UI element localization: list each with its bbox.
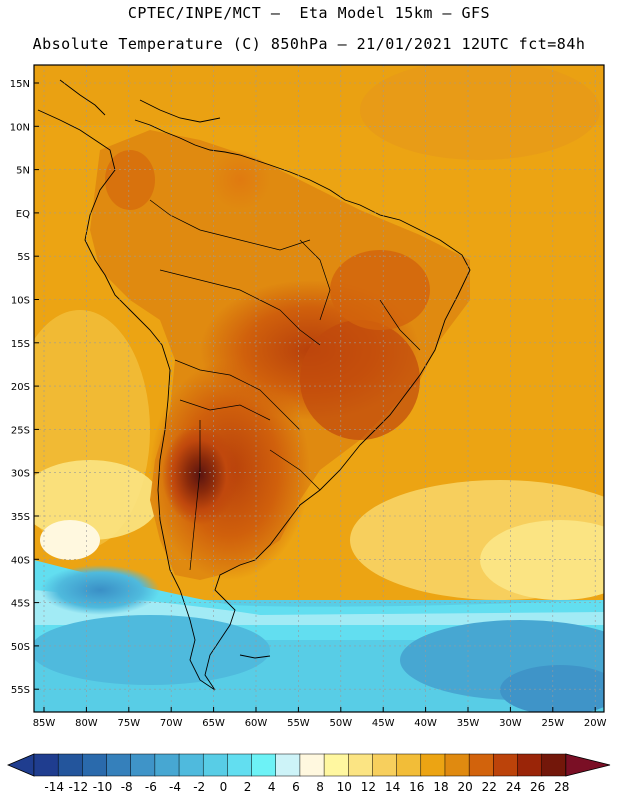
colorbar-label: 26 (530, 780, 545, 794)
lat-tick-label: 10N (10, 122, 30, 133)
colorbar-label: -10 (93, 780, 113, 794)
lat-tick-label: 30S (11, 469, 30, 480)
lat-tick-label: 15N (10, 79, 30, 90)
colorbar-label: 6 (292, 780, 300, 794)
colorbar-segment (57, 753, 83, 777)
colorbar-label: 24 (506, 780, 521, 794)
lat-tick-label: 35S (11, 512, 30, 523)
lat-tick-label: 55S (11, 685, 30, 696)
lat-tick-label: 20S (11, 382, 30, 393)
lat-tick-label: 10S (11, 296, 30, 307)
latitude-axis: 15N 10N 5N EQ 5S 10S 15S 20S 25S 30S 35S 40S 45S 50S 5… (10, 79, 39, 696)
lon-tick-label: 35W (457, 718, 480, 729)
color-legend: -14 -12 -10 -8 -6 -4 -2 0 2 4 6 8 10 12 14 16 18 20 22 24 26… (6, 753, 611, 794)
lon-tick-label: 60W (245, 718, 268, 729)
colorbar-left-arrow (6, 753, 35, 777)
lon-tick-label: 55W (287, 718, 310, 729)
colorbar-segment (299, 753, 325, 777)
colorbar-segment (202, 753, 228, 777)
colorbar-label: 16 (409, 780, 424, 794)
colorbar-label: -8 (121, 780, 133, 794)
lon-tick-label: 50W (329, 718, 352, 729)
lon-tick-label: 80W (75, 718, 98, 729)
colorbar-label: 12 (361, 780, 376, 794)
colorbar-segment (275, 753, 301, 777)
colorbar-label: -4 (169, 780, 181, 794)
lon-tick-label: 85W (33, 718, 56, 729)
lon-tick-label: 45W (372, 718, 395, 729)
lon-tick-label: 20W (584, 718, 607, 729)
lat-tick-label: 5S (17, 252, 30, 263)
colorbar-segment (33, 753, 59, 777)
colorbar-label: 8 (316, 780, 324, 794)
longitude-axis: 85W 80W 75W 70W 65W 60W 55W 50W 45W 40W 35W 30W 25W 2… (33, 707, 607, 729)
colorbar-segment (493, 753, 519, 777)
lon-tick-label: 65W (202, 718, 225, 729)
colorbar-segment (178, 753, 204, 777)
colorbar-label: -2 (193, 780, 205, 794)
colorbar-segment (154, 753, 180, 777)
colorbar-label: 10 (337, 780, 352, 794)
colorbar-label: 14 (385, 780, 400, 794)
lat-tick-label: 50S (11, 642, 30, 653)
colorbar-segment (82, 753, 108, 777)
coastlines (37, 79, 471, 691)
lat-tick-label: 45S (11, 599, 30, 610)
colorbar-segment (251, 753, 277, 777)
colorbar-label: -14 (44, 780, 64, 794)
lat-tick-label: 25S (11, 425, 30, 436)
colorbar-segment (420, 753, 446, 777)
colorbar-segment (444, 753, 470, 777)
colorbar-label: 4 (268, 780, 276, 794)
colorbar-segment (468, 753, 494, 777)
colorbar-label: 22 (482, 780, 497, 794)
colorbar-segment (106, 753, 132, 777)
colorbar-label: 28 (554, 780, 569, 794)
lat-lon-grid (34, 65, 604, 712)
map-frame (33, 64, 605, 713)
colorbar-label: 0 (220, 780, 228, 794)
title-line-2: Absolute Temperature (C) 850hPa – 21/01/… (32, 35, 586, 53)
lat-tick-label: 40S (11, 555, 30, 566)
colorbar-label: 20 (457, 780, 472, 794)
colorbar-label: -12 (69, 780, 89, 794)
lon-tick-label: 30W (499, 718, 522, 729)
colorbar-segment (396, 753, 422, 777)
colorbar-label: 18 (433, 780, 448, 794)
lon-tick-label: 40W (414, 718, 437, 729)
colorbar-segment (323, 753, 349, 777)
lat-tick-label: 15S (11, 339, 30, 350)
lon-tick-label: 75W (117, 718, 140, 729)
temperature-field (34, 65, 604, 712)
colorbar-segment (348, 753, 373, 777)
colorbar-right-arrow (565, 753, 611, 777)
lat-tick-label: 5N (16, 166, 30, 177)
colorbar-label: -6 (145, 780, 157, 794)
colorbar-segment (517, 753, 543, 777)
lat-tick-label: EQ (16, 209, 30, 220)
colorbar-segment (372, 753, 398, 777)
colorbar-label: 2 (244, 780, 252, 794)
colorbar-segment (227, 753, 253, 777)
lon-tick-label: 70W (160, 718, 183, 729)
country-borders (149, 199, 421, 571)
lon-tick-label: 25W (541, 718, 564, 729)
colorbar-segment (130, 753, 156, 777)
colorbar-segment (541, 753, 567, 777)
title-line-1: CPTEC/INPE/MCT – Eta Model 15km – GFS (127, 4, 491, 22)
